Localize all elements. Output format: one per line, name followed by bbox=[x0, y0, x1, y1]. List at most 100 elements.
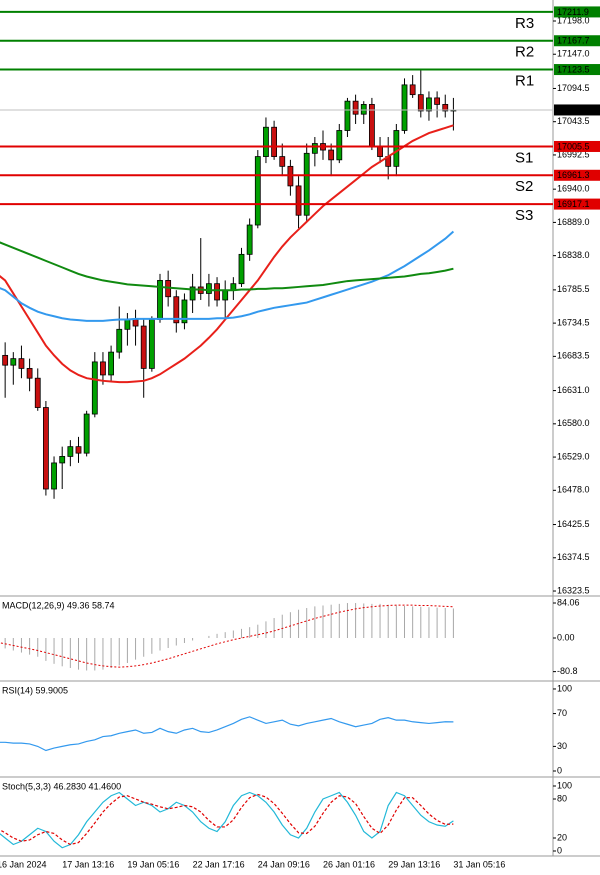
candle-body bbox=[83, 413, 90, 454]
candle-body bbox=[426, 97, 432, 112]
level-label: R3 bbox=[515, 15, 534, 32]
level-price-label: 17211.9 bbox=[557, 7, 589, 17]
x-tick-label: 16 Jan 2024 bbox=[0, 859, 47, 869]
y-tick-label: 0 bbox=[557, 765, 562, 775]
candle-body bbox=[59, 456, 66, 464]
indicator-line bbox=[0, 716, 454, 752]
candle-body bbox=[246, 224, 253, 255]
candle-body bbox=[43, 407, 49, 490]
level-price-box bbox=[554, 169, 600, 181]
candle-body bbox=[26, 368, 33, 379]
x-tick-label: 31 Jan 05:16 bbox=[453, 859, 505, 869]
y-tick-label: 0 bbox=[557, 845, 562, 855]
x-tick-label: 22 Jan 17:16 bbox=[193, 859, 245, 869]
candle-body bbox=[360, 104, 367, 115]
candle-body bbox=[238, 253, 245, 285]
y-tick-label: 16529.0 bbox=[557, 451, 590, 461]
candle-body bbox=[417, 94, 424, 112]
level-price-box bbox=[554, 198, 600, 210]
candle-body bbox=[124, 319, 131, 330]
last-price-label: 17061.5 bbox=[557, 105, 590, 115]
candle-body bbox=[189, 286, 196, 301]
level-price-label: 16917.1 bbox=[557, 199, 590, 209]
candle-body bbox=[100, 361, 106, 376]
x-tick-label: 19 Jan 05:16 bbox=[127, 859, 179, 869]
level-price-label: 17167.7 bbox=[557, 36, 590, 46]
level-price-box bbox=[554, 6, 600, 18]
moving-average bbox=[0, 241, 454, 292]
y-tick-label: 16940.0 bbox=[557, 184, 590, 194]
candle-body bbox=[91, 361, 98, 415]
candle-body bbox=[51, 462, 57, 490]
y-tick-label: 100 bbox=[557, 683, 572, 693]
y-tick-label: 16580.0 bbox=[557, 418, 590, 428]
level-price-box bbox=[554, 64, 600, 76]
level-price-label: 17005.5 bbox=[557, 141, 590, 151]
y-tick-label: 16425.5 bbox=[557, 519, 590, 529]
y-tick-label: 16889.0 bbox=[557, 217, 590, 227]
y-tick-label: 17147.0 bbox=[557, 49, 590, 59]
panel-title: Stoch(5,3,3) 46.2830 41.4600 bbox=[2, 781, 121, 791]
y-tick-label: 17043.5 bbox=[557, 116, 590, 126]
candle-body bbox=[401, 84, 408, 131]
panel-title: RSI(14) 59.9005 bbox=[2, 685, 68, 695]
level-label: S2 bbox=[515, 178, 533, 195]
candle-body bbox=[409, 84, 416, 96]
x-tick-label: 24 Jan 09:16 bbox=[258, 859, 310, 869]
y-tick-label: 16785.5 bbox=[557, 284, 590, 294]
candle-body bbox=[377, 146, 383, 157]
y-tick-label: 16631.0 bbox=[557, 385, 590, 395]
y-tick-label: 30 bbox=[557, 741, 567, 751]
indicator-line bbox=[0, 791, 454, 849]
candle-body bbox=[254, 156, 261, 226]
x-tick-label: 26 Jan 01:16 bbox=[323, 859, 375, 869]
y-tick-label: 16838.0 bbox=[557, 250, 590, 260]
candle-body bbox=[18, 358, 25, 369]
level-price-box bbox=[554, 140, 600, 152]
y-tick-label: 0.00 bbox=[557, 632, 575, 642]
x-tick-label: 29 Jan 13:16 bbox=[388, 859, 440, 869]
panel-title: MACD(12,26,9) 49.36 58.74 bbox=[2, 600, 115, 610]
level-label: S3 bbox=[515, 207, 533, 224]
level-label: R1 bbox=[515, 73, 534, 90]
y-tick-label: 16992.5 bbox=[557, 149, 590, 159]
candle-body bbox=[336, 130, 343, 161]
candle-body bbox=[148, 319, 155, 369]
candle-body bbox=[205, 283, 212, 294]
candle-body bbox=[352, 100, 359, 115]
y-tick-label: 16683.5 bbox=[557, 351, 590, 361]
last-price-box bbox=[554, 104, 600, 116]
y-tick-label: 80 bbox=[557, 793, 567, 803]
y-tick-label: 84.06 bbox=[557, 597, 580, 607]
candle-body bbox=[2, 354, 9, 366]
y-tick-label: 70 bbox=[557, 708, 567, 718]
y-tick-label: 16323.5 bbox=[557, 585, 590, 595]
candle-body bbox=[75, 446, 82, 454]
candle-body bbox=[295, 185, 302, 216]
candle-body bbox=[344, 100, 351, 131]
y-tick-label: 16734.5 bbox=[557, 317, 590, 327]
candle-body bbox=[222, 289, 229, 301]
y-tick-label: 16374.5 bbox=[557, 552, 590, 562]
candle-body bbox=[279, 156, 286, 167]
y-tick-label: 17198.0 bbox=[557, 15, 590, 25]
candle-body bbox=[10, 358, 17, 366]
candle-body bbox=[34, 377, 41, 408]
candle-body bbox=[368, 104, 375, 148]
level-price-label: 17123.5 bbox=[557, 64, 590, 74]
candle-body bbox=[108, 351, 114, 376]
candle-body bbox=[140, 325, 147, 369]
moving-average bbox=[0, 124, 454, 384]
level-price-label: 16961.3 bbox=[557, 170, 590, 180]
level-label: S1 bbox=[515, 149, 533, 166]
candle-body bbox=[181, 299, 188, 324]
candle-body bbox=[303, 152, 310, 216]
candle-body bbox=[393, 130, 400, 167]
candle-body bbox=[311, 143, 318, 154]
candle-body bbox=[263, 126, 269, 157]
candle-body bbox=[67, 446, 74, 457]
